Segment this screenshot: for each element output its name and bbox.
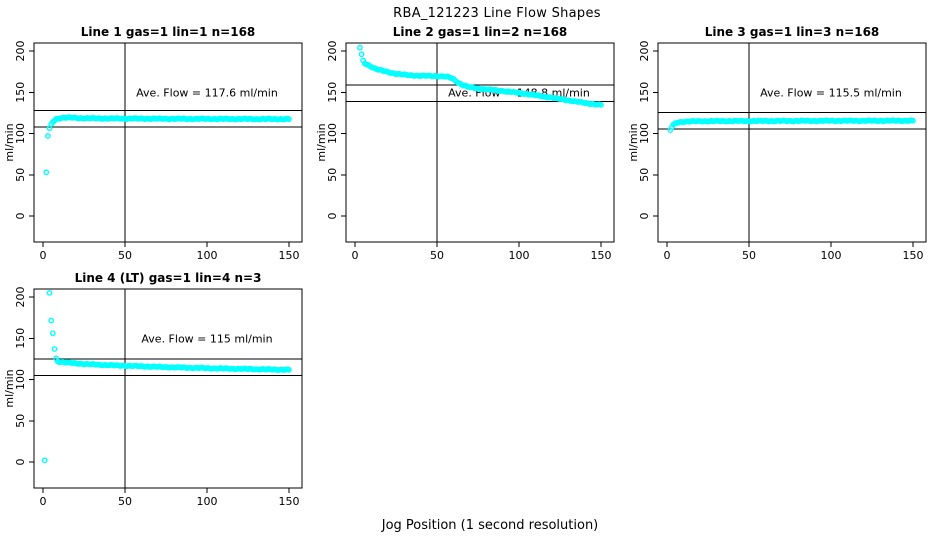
y-axis-label: ml/min: [3, 369, 16, 407]
plot-box: [33, 288, 303, 489]
y-tick-label: 100: [14, 369, 27, 390]
x-tick-label: 0: [352, 249, 359, 262]
panel-title: Line 1 gas=1 lin=1 n=168: [81, 25, 256, 39]
data-points: [667, 117, 916, 134]
panel-line-1: 0 50 100 150 0 50 100 150 200 ml/min Line 1 gas=1 …: [3, 25, 303, 262]
y-tick-label: 50: [14, 168, 27, 182]
x-tick-label: 150: [279, 249, 300, 262]
y-tick-label: 100: [326, 123, 339, 144]
y-tick-label: 0: [326, 213, 339, 220]
panel-title: Line 3 gas=1 lin=3 n=168: [705, 25, 880, 39]
data-points: [357, 44, 604, 108]
x-tick-label: 150: [279, 495, 300, 508]
plot-box: [33, 42, 303, 243]
panel-title: Line 2 gas=1 lin=2 n=168: [393, 25, 568, 39]
x-tick-label: 0: [40, 249, 47, 262]
data-point: [41, 457, 48, 464]
y-tick-label: 100: [14, 123, 27, 144]
data-point: [51, 346, 58, 352]
data-point: [286, 116, 292, 123]
y-tick-label: 150: [14, 82, 27, 103]
y-tick-label: 200: [14, 41, 27, 62]
y-tick-label: 150: [638, 82, 651, 103]
x-tick-label: 150: [591, 249, 612, 262]
y-tick-label: 200: [14, 287, 27, 308]
x-tick-label: 0: [664, 249, 671, 262]
ave-flow-annotation: Ave. Flow = 115 ml/min: [141, 332, 272, 345]
y-axis-label: ml/min: [627, 123, 640, 161]
x-tick-label: 50: [742, 249, 756, 262]
y-tick-label: 0: [638, 213, 651, 220]
y-tick-label: 0: [14, 459, 27, 466]
panel-line-3: 0 50 100 150 0 50 100 150 200 ml/min Line 3 gas=1 …: [627, 25, 927, 262]
y-axis-label: ml/min: [315, 123, 328, 161]
y-tick-label: 150: [14, 328, 27, 349]
y-axis-label: ml/min: [3, 123, 16, 161]
x-tick-label: 100: [821, 249, 842, 262]
plot-box: [657, 42, 927, 243]
figure-title: RBA_121223 Line Flow Shapes: [393, 6, 601, 21]
data-point: [43, 169, 50, 176]
x-tick-label: 50: [118, 495, 132, 508]
ave-flow-annotation: Ave. Flow = 117.6 ml/min: [136, 86, 278, 99]
x-tick-label: 150: [903, 249, 924, 262]
data-point: [46, 289, 53, 296]
data-point: [286, 366, 292, 373]
data-points: [41, 289, 292, 464]
y-tick-label: 50: [638, 168, 651, 182]
panel-line-4: 0 50 100 150 0 50 100 150 200 ml/min Line 4 (LT) g…: [3, 271, 303, 508]
x-tick-label: 100: [509, 249, 530, 262]
x-tick-label: 100: [197, 495, 218, 508]
y-tick-label: 150: [326, 82, 339, 103]
plot-box: [345, 42, 615, 243]
panel-line-2: 0 50 100 150 0 50 100 150 200 ml/min Line 2 gas=1 …: [315, 25, 615, 262]
y-tick-label: 100: [638, 123, 651, 144]
data-points: [43, 114, 292, 176]
y-tick-label: 0: [14, 213, 27, 220]
y-tick-label: 200: [638, 41, 651, 62]
data-point: [910, 117, 916, 124]
x-tick-label: 0: [40, 495, 47, 508]
ave-flow-annotation: Ave. Flow = 115.5 ml/min: [760, 86, 902, 99]
data-point: [357, 44, 363, 51]
data-point: [48, 317, 55, 324]
data-point: [49, 330, 56, 337]
figure-xlabel: Jog Position (1 second resolution): [381, 518, 599, 533]
y-tick-label: 200: [326, 41, 339, 62]
x-tick-label: 50: [430, 249, 444, 262]
y-tick-label: 50: [326, 168, 339, 182]
x-tick-label: 50: [118, 249, 132, 262]
data-point: [358, 51, 365, 58]
data-point: [45, 133, 51, 139]
x-tick-label: 100: [197, 249, 218, 262]
y-tick-label: 50: [14, 414, 27, 428]
panel-title: Line 4 (LT) gas=1 lin=4 n=3: [75, 271, 262, 285]
data-point: [598, 101, 604, 108]
